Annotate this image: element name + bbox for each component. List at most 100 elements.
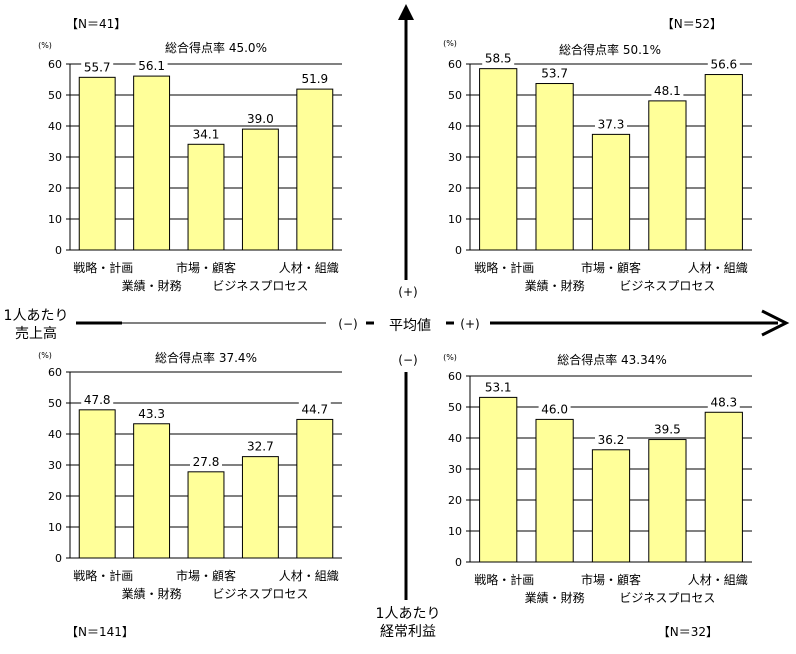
chart-title: 総合得点率 45.0% [165, 40, 267, 55]
bar-5 [296, 88, 334, 251]
bar-4 [648, 100, 687, 251]
y-tick-label: 20 [48, 490, 62, 503]
y-tick-label: 60 [48, 366, 62, 379]
vertical-axis-arrowhead [398, 4, 414, 20]
data-label-bg [298, 72, 331, 86]
data-label-bg [190, 127, 222, 141]
chart-top-left: 【N＝41】総合得点率 45.0% (%) 0 10 20 30 40 50 60 55.7 56.… [38, 17, 342, 293]
bar-2 [133, 423, 171, 559]
n-label: 【N＝52】 [662, 17, 722, 31]
data-label-bg [707, 57, 740, 71]
y-tick-label: 20 [48, 182, 62, 195]
n-label: 【N＝32】 [658, 625, 718, 639]
category-label: 戦略・計画 [474, 260, 534, 275]
bar-1 [78, 76, 116, 251]
y-tick-label: 20 [448, 182, 462, 195]
data-label: 51.9 [301, 72, 328, 86]
data-label: 47.8 [84, 393, 111, 407]
x-axis-label-line1: 1人あたり [4, 308, 69, 324]
data-label: 53.1 [485, 380, 512, 394]
y-tick-label: 30 [48, 151, 62, 164]
data-label-bg [244, 439, 277, 453]
n-label: 【N＝41】 [66, 17, 126, 31]
category-label: 戦略・計画 [73, 260, 133, 275]
plus-top-label: (+) [398, 285, 417, 299]
data-label-bg [135, 406, 168, 420]
data-label: 56.6 [710, 58, 737, 72]
bar-2 [133, 75, 171, 251]
y-tick-label: 20 [448, 494, 462, 507]
bar-1 [78, 409, 116, 559]
data-label-bg [651, 422, 684, 436]
category-label: 市場・顧客 [581, 572, 641, 587]
data-label-bg [298, 402, 331, 416]
data-label: 53.7 [541, 67, 568, 81]
category-label: ビジネスプロセス [619, 591, 715, 605]
minus-left-label: (−) [338, 317, 357, 331]
y-tick-label: 40 [48, 428, 62, 441]
data-label-bg [538, 402, 571, 416]
y-tick-label: 40 [48, 120, 62, 133]
y-tick-label: 0 [55, 552, 62, 565]
data-label: 34.1 [193, 127, 220, 141]
bar-2 [535, 418, 574, 563]
y-tick-label: 30 [48, 459, 62, 472]
bar-1 [479, 396, 518, 563]
y-tick-label: 10 [48, 521, 62, 534]
y-tick-label: 60 [48, 58, 62, 71]
category-label: 業績・財務 [122, 586, 182, 601]
y-tick-label: 50 [448, 89, 462, 102]
bar-2 [535, 83, 574, 251]
data-label: 32.7 [247, 440, 274, 454]
data-label: 58.5 [485, 52, 512, 66]
category-label: 市場・顧客 [176, 260, 236, 275]
category-label: 市場・顧客 [176, 568, 236, 583]
chart-top-right: 【N＝52】総合得点率 50.1% (%) 0 10 20 30 40 50 60 58.5 53.… [443, 17, 752, 293]
data-label: 56.1 [138, 59, 165, 73]
y-tick-label: 0 [455, 556, 462, 569]
chart-title: 総合得点率 50.1% [559, 42, 661, 57]
y-tick-label: 10 [448, 213, 462, 226]
bar-3 [591, 449, 631, 563]
category-label: 業績・財務 [525, 278, 585, 293]
bar-5 [704, 411, 743, 563]
y-tick-label: 50 [448, 401, 462, 414]
bar-4 [648, 439, 687, 563]
bar-5 [296, 418, 334, 559]
data-label-bg [81, 392, 114, 406]
data-label: 44.7 [301, 402, 328, 416]
data-label: 46.0 [541, 402, 568, 416]
y-tick-label: 0 [455, 244, 462, 257]
bar-4 [241, 456, 279, 559]
data-label-bg [190, 454, 222, 468]
data-label: 39.5 [654, 423, 681, 437]
data-label-bg [538, 66, 571, 80]
bar-5 [704, 74, 743, 251]
data-label-bg [595, 117, 627, 131]
data-label-bg [81, 60, 114, 74]
category-label: 人材・組織 [279, 569, 339, 583]
y-unit-label: (%) [38, 41, 52, 50]
y-tick-label: 40 [448, 120, 462, 133]
data-label: 55.7 [84, 60, 111, 74]
category-label: 人材・組織 [279, 261, 339, 275]
y-tick-label: 0 [55, 244, 62, 257]
horizontal-axis-arrowhead [761, 309, 790, 337]
data-label: 36.2 [598, 433, 625, 447]
data-label-bg [482, 380, 515, 394]
y-tick-label: 10 [448, 525, 462, 538]
category-label: 戦略・計画 [474, 572, 534, 587]
y-tick-label: 60 [448, 58, 462, 71]
data-label-bg [244, 112, 277, 126]
data-label-bg [135, 59, 168, 73]
y-unit-label: (%) [443, 353, 457, 362]
data-label-bg [595, 432, 627, 446]
y-unit-label: (%) [443, 39, 457, 48]
category-label: ビジネスプロセス [212, 279, 308, 293]
data-label: 48.1 [654, 84, 681, 98]
y-unit-label: (%) [38, 351, 52, 360]
bar-3 [591, 133, 631, 251]
plus-right-label: (+) [460, 317, 479, 331]
category-label: 業績・財務 [525, 590, 585, 605]
